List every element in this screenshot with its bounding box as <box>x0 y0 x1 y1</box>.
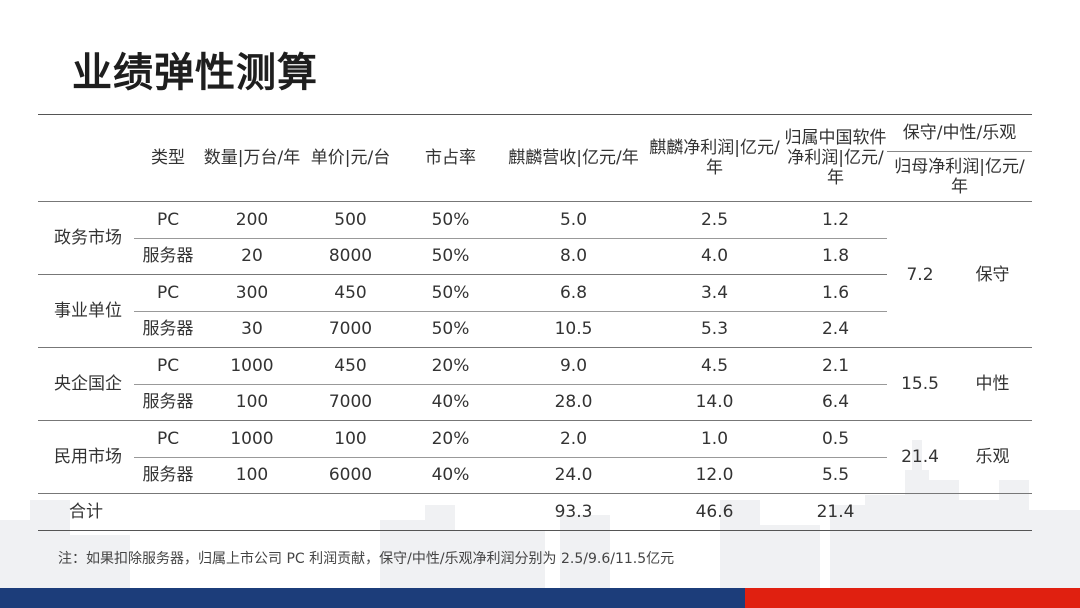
attributed-cell: 6.4 <box>784 383 887 421</box>
attributed-cell: 2.1 <box>784 347 887 384</box>
table-row: 服务器 30 7000 50% 10.5 5.3 2.4 <box>38 310 1032 348</box>
quantity-cell: 100 <box>202 456 302 494</box>
table-row: 服务器 20 8000 50% 8.0 4.0 1.8 <box>38 237 1032 275</box>
type-cell: PC <box>134 274 202 311</box>
page-title: 业绩弹性测算 <box>72 50 318 96</box>
table-row: 服务器 100 6000 40% 24.0 12.0 5.5 <box>38 456 1032 494</box>
attributed-cell: 1.6 <box>784 274 887 311</box>
quantity-cell: 1000 <box>202 347 302 384</box>
header-share: 市占率 <box>399 114 502 202</box>
performance-table: 类型 数量|万台/年 单价|元/台 市占率 麒麟营收|亿元/年 麒麟净利润|亿元… <box>38 114 1032 531</box>
share-cell: 50% <box>399 310 502 348</box>
region-cell: 民用市场 <box>38 420 134 494</box>
region-cell: 事业单位 <box>38 274 134 348</box>
revenue-cell: 10.5 <box>502 310 645 348</box>
share-cell: 50% <box>399 201 502 238</box>
table-row: 央企国企 PC 1000 450 20% 9.0 4.5 2.1 15.5 中性 <box>38 347 1032 421</box>
scenario-label: 乐观 <box>953 420 1032 494</box>
footer-bar-red <box>745 588 1080 608</box>
type-cell: PC <box>134 420 202 457</box>
type-cell: PC <box>134 201 202 238</box>
region-cell: 政务市场 <box>38 201 134 275</box>
profit-cell: 5.3 <box>645 310 784 348</box>
price-cell: 100 <box>302 420 399 457</box>
revenue-cell: 6.8 <box>502 274 645 311</box>
total-revenue: 93.3 <box>502 493 645 531</box>
region-cell: 央企国企 <box>38 347 134 421</box>
scenario-label: 保守 <box>953 201 1032 348</box>
profit-cell: 1.0 <box>645 420 784 457</box>
type-cell: 服务器 <box>134 237 202 275</box>
total-attributed: 21.4 <box>784 493 887 531</box>
header-parent-profit: 归母净利润|亿元/年 <box>894 156 1025 197</box>
revenue-cell: 28.0 <box>502 383 645 421</box>
attributed-cell: 2.4 <box>784 310 887 348</box>
profit-cell: 3.4 <box>645 274 784 311</box>
attributed-cell: 0.5 <box>784 420 887 457</box>
total-label: 合计 <box>38 493 134 531</box>
type-cell: 服务器 <box>134 456 202 494</box>
revenue-cell: 2.0 <box>502 420 645 457</box>
quantity-cell: 1000 <box>202 420 302 457</box>
price-cell: 450 <box>302 347 399 384</box>
header-revenue: 麒麟营收|亿元/年 <box>502 114 645 202</box>
price-cell: 450 <box>302 274 399 311</box>
footnote: 注：如果扣除服务器，归属上市公司 PC 利润贡献，保守/中性/乐观净利润分别为 … <box>58 551 675 567</box>
share-cell: 40% <box>399 383 502 421</box>
revenue-cell: 5.0 <box>502 201 645 238</box>
profit-cell: 14.0 <box>645 383 784 421</box>
header-price: 单价|元/台 <box>302 114 399 202</box>
total-row: 合计 93.3 46.6 21.4 <box>38 493 1032 531</box>
scenario-value: 15.5 <box>887 347 953 421</box>
total-profit: 46.6 <box>645 493 784 531</box>
price-cell: 7000 <box>302 383 399 421</box>
price-cell: 8000 <box>302 237 399 275</box>
table-row: 事业单位 PC 300 450 50% 6.8 3.4 1.6 <box>38 274 1032 348</box>
share-cell: 40% <box>399 456 502 494</box>
header-quantity: 数量|万台/年 <box>202 114 302 202</box>
price-cell: 500 <box>302 201 399 238</box>
quantity-cell: 300 <box>202 274 302 311</box>
header-blank <box>38 114 134 202</box>
table-row: 政务市场 PC 200 500 50% 5.0 2.5 1.2 7.2 保守 <box>38 201 1032 348</box>
table-row: 服务器 100 7000 40% 28.0 14.0 6.4 <box>38 383 1032 421</box>
quantity-cell: 30 <box>202 310 302 348</box>
footer-bar-blue <box>0 588 745 608</box>
type-cell: PC <box>134 347 202 384</box>
quantity-cell: 200 <box>202 201 302 238</box>
attributed-cell: 5.5 <box>784 456 887 494</box>
scenario-label: 中性 <box>953 347 1032 421</box>
scenario-value: 21.4 <box>887 420 953 494</box>
revenue-cell: 9.0 <box>502 347 645 384</box>
revenue-cell: 8.0 <box>502 237 645 275</box>
share-cell: 50% <box>399 274 502 311</box>
price-cell: 7000 <box>302 310 399 348</box>
share-cell: 20% <box>399 420 502 457</box>
header-scenario: 保守/中性/乐观 <box>887 114 1032 152</box>
header-net-profit: 麒麟净利润|亿元/年 <box>645 114 784 202</box>
quantity-cell: 100 <box>202 383 302 421</box>
share-cell: 20% <box>399 347 502 384</box>
attributed-cell: 1.8 <box>784 237 887 275</box>
scenario-value: 7.2 <box>887 201 953 348</box>
profit-cell: 12.0 <box>645 456 784 494</box>
revenue-cell: 24.0 <box>502 456 645 494</box>
profit-cell: 4.5 <box>645 347 784 384</box>
attributed-cell: 1.2 <box>784 201 887 238</box>
profit-cell: 2.5 <box>645 201 784 238</box>
share-cell: 50% <box>399 237 502 275</box>
header-attributed-profit: 归属中国软件净利润|亿元/年 <box>784 114 887 202</box>
quantity-cell: 20 <box>202 237 302 275</box>
type-cell: 服务器 <box>134 383 202 421</box>
profit-cell: 4.0 <box>645 237 784 275</box>
type-cell: 服务器 <box>134 310 202 348</box>
header-type: 类型 <box>134 114 202 202</box>
table-row: 民用市场 PC 1000 100 20% 2.0 1.0 0.5 21.4 乐观 <box>38 420 1032 494</box>
price-cell: 6000 <box>302 456 399 494</box>
